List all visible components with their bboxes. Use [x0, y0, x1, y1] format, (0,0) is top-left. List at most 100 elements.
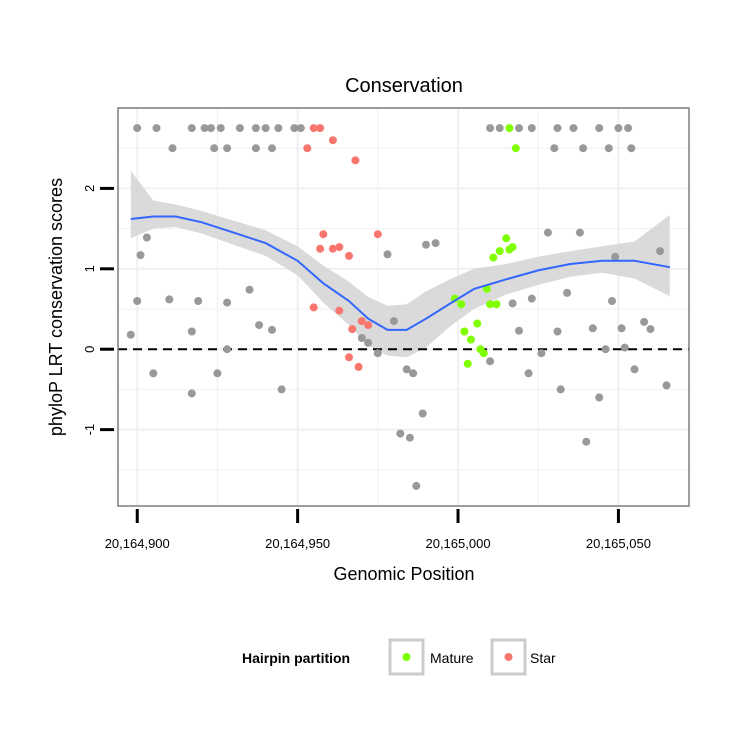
data-point-other — [617, 324, 626, 333]
data-point-mature — [473, 319, 482, 328]
data-point-other — [569, 124, 578, 133]
confidence-band — [130, 170, 670, 358]
legend-label-mature: Mature — [430, 650, 474, 666]
data-point-other — [255, 321, 264, 330]
x-axis: 20,164,900 20,164,950 20,165,000 20,165,050 — [105, 509, 651, 551]
data-point-other — [553, 327, 562, 336]
data-point-other — [396, 429, 405, 438]
data-point-other — [223, 144, 232, 153]
data-point-star — [319, 230, 328, 239]
data-point-other — [187, 124, 196, 133]
data-point-other — [630, 365, 639, 374]
data-point-other — [261, 124, 270, 133]
data-point-other — [126, 330, 135, 339]
data-point-star — [373, 230, 382, 239]
data-point-mature — [463, 359, 472, 368]
data-point-other — [200, 124, 209, 133]
data-point-other — [588, 324, 597, 333]
data-point-other — [274, 124, 283, 133]
data-point-other — [582, 437, 591, 446]
data-point-other — [133, 297, 142, 305]
data-point-other — [277, 385, 286, 394]
data-point-other — [608, 297, 616, 305]
data-point-other — [527, 294, 536, 303]
data-point-other — [389, 317, 398, 326]
data-point-other — [556, 385, 565, 394]
data-point-mature — [466, 335, 475, 344]
data-point-star — [357, 317, 366, 326]
data-point-mature — [505, 124, 514, 133]
data-point-other — [142, 233, 151, 242]
data-point-star — [328, 244, 337, 253]
data-point-other — [604, 144, 613, 153]
data-point-other — [152, 124, 161, 133]
data-point-other — [223, 345, 232, 354]
data-point-mature — [482, 284, 491, 293]
x-tick-label: 20,165,050 — [586, 536, 651, 551]
data-point-other — [165, 295, 174, 304]
data-point-other — [527, 124, 536, 133]
data-point-other — [207, 124, 215, 133]
data-point-other — [543, 228, 552, 237]
data-point-other — [515, 124, 523, 133]
data-point-other — [662, 381, 671, 390]
data-point-other — [194, 297, 203, 305]
data-point-other — [357, 334, 366, 342]
data-point-other — [646, 325, 655, 334]
data-point-other — [418, 409, 427, 418]
data-point-mature — [479, 349, 488, 358]
y-tick-label: -1 — [82, 424, 97, 436]
data-point-other — [187, 327, 196, 336]
data-point-other — [579, 144, 588, 153]
data-point-other — [486, 124, 495, 133]
y-axis: -1 0 1 2 — [82, 185, 114, 436]
data-point-other — [611, 252, 620, 261]
data-point-other — [550, 144, 559, 153]
data-point-other — [627, 144, 636, 153]
data-point-other — [210, 144, 219, 153]
smooth-curve-group — [130, 215, 670, 331]
data-point-other — [290, 124, 299, 133]
data-point-other — [508, 299, 517, 308]
data-point-other — [168, 144, 177, 153]
plot-border — [117, 107, 690, 507]
data-point-star — [345, 353, 353, 362]
data-point-other — [563, 288, 572, 297]
data-point-star — [335, 243, 344, 252]
data-point-other — [431, 239, 440, 248]
data-point-other — [223, 298, 232, 307]
x-tick-label: 20,164,950 — [265, 536, 330, 551]
data-point-star — [328, 136, 337, 145]
data-point-star — [364, 321, 373, 330]
data-point-other — [656, 247, 665, 256]
plot-panel — [117, 107, 690, 507]
data-point-other — [245, 285, 254, 294]
data-point-star — [309, 303, 318, 312]
legend-swatch-star — [504, 653, 513, 661]
data-point-other — [486, 357, 495, 366]
data-point-mature — [508, 243, 517, 252]
data-point-star — [345, 251, 353, 260]
y-axis-label: phyloP LRT conservation scores — [46, 178, 66, 436]
data-point-mature — [492, 300, 501, 309]
data-point-other — [216, 124, 225, 133]
data-point-mature — [486, 300, 495, 309]
data-point-other — [624, 124, 633, 133]
data-point-other — [268, 144, 276, 153]
chart-title: Conservation — [345, 75, 463, 97]
data-point-other — [187, 389, 196, 398]
legend-swatch-mature — [402, 653, 411, 661]
data-point-other — [268, 325, 276, 334]
data-point-other — [235, 124, 244, 133]
data-point-other — [640, 317, 649, 326]
data-point-mature — [502, 234, 511, 243]
data-point-other — [402, 365, 411, 374]
legend-title: Hairpin partition — [242, 650, 350, 666]
data-point-other — [412, 481, 421, 490]
data-point-other — [373, 349, 382, 358]
data-point-other — [537, 349, 546, 358]
confidence-band-area — [130, 170, 670, 358]
data-point-other — [409, 369, 418, 378]
